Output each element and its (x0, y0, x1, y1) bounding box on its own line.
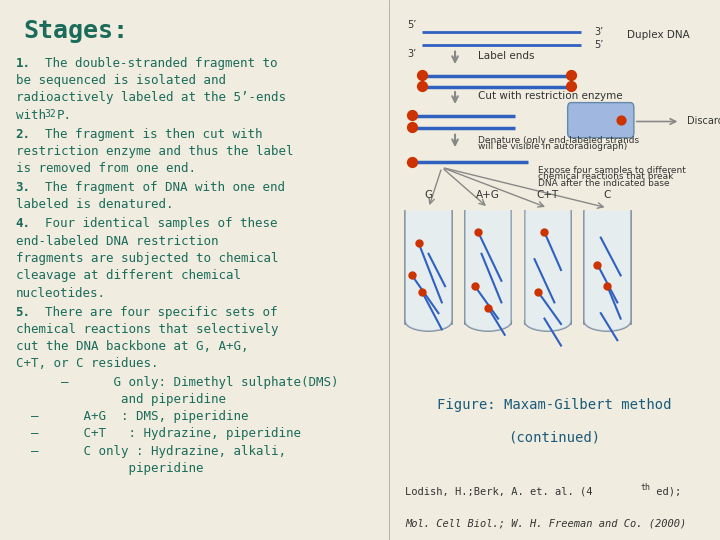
Text: P.: P. (56, 109, 71, 122)
Text: 5’: 5’ (408, 19, 417, 30)
Polygon shape (584, 211, 631, 331)
Text: C+T: C+T (536, 190, 559, 200)
Text: Label ends: Label ends (478, 51, 535, 60)
Text: ed);: ed); (650, 486, 682, 496)
Text: Lodish, H.;Berk, A. et. al. (4: Lodish, H.;Berk, A. et. al. (4 (405, 486, 593, 496)
Text: C+T, or C residues.: C+T, or C residues. (16, 357, 158, 370)
Text: Stages:: Stages: (23, 19, 128, 43)
Text: Discard: Discard (687, 117, 720, 126)
Point (592, 260, 603, 269)
Text: 1.: 1. (16, 57, 30, 70)
Point (482, 303, 494, 312)
Point (615, 116, 626, 125)
Text: The double-stranded fragment to: The double-stranded fragment to (45, 57, 277, 70)
Text: 3’: 3’ (408, 49, 417, 59)
Text: G: G (425, 190, 433, 200)
Text: –      C+T   : Hydrazine, piperidine: – C+T : Hydrazine, piperidine (16, 427, 300, 440)
Text: The fragment is then cut with: The fragment is then cut with (45, 127, 262, 140)
Text: fragments are subjected to chemical: fragments are subjected to chemical (16, 252, 278, 265)
Text: cut the DNA backbone at G, A+G,: cut the DNA backbone at G, A+G, (16, 340, 248, 353)
Text: cleavage at different chemical: cleavage at different chemical (16, 269, 240, 282)
Text: chemical reactions that break: chemical reactions that break (538, 172, 673, 181)
Text: DNA after the indicated base: DNA after the indicated base (538, 179, 670, 187)
Text: –      G only: Dimethyl sulphate(DMS): – G only: Dimethyl sulphate(DMS) (16, 375, 338, 388)
Point (406, 111, 418, 119)
Text: The fragment of DNA with one end: The fragment of DNA with one end (45, 181, 284, 194)
Text: –      A+G  : DMS, piperidine: – A+G : DMS, piperidine (16, 410, 248, 423)
Polygon shape (405, 211, 451, 331)
Text: end-labeled DNA restriction: end-labeled DNA restriction (16, 235, 218, 248)
Point (416, 82, 428, 91)
Text: radioactively labeled at the 5’-ends: radioactively labeled at the 5’-ends (16, 91, 286, 104)
Text: will be visible in autoradiograph): will be visible in autoradiograph) (478, 143, 627, 151)
Text: 32: 32 (45, 109, 56, 119)
Text: 4.: 4. (16, 218, 30, 231)
Text: (continued): (continued) (508, 430, 600, 444)
Point (532, 287, 544, 296)
Text: piperidine: piperidine (16, 462, 203, 475)
Text: and piperidine: and piperidine (16, 393, 225, 406)
Text: Figure: Maxam-Gilbert method: Figure: Maxam-Gilbert method (437, 398, 672, 412)
Point (416, 70, 428, 79)
Text: restriction enzyme and thus the label: restriction enzyme and thus the label (16, 145, 293, 158)
Polygon shape (465, 211, 511, 331)
Point (565, 70, 577, 79)
Text: 5’: 5’ (594, 40, 603, 50)
Text: be sequenced is isolated and: be sequenced is isolated and (16, 74, 225, 87)
Text: Expose four samples to different: Expose four samples to different (538, 166, 685, 174)
Text: labeled is denatured.: labeled is denatured. (16, 198, 173, 211)
Point (406, 123, 418, 131)
Point (406, 158, 418, 166)
Text: 2.: 2. (16, 127, 30, 140)
Text: 3’: 3’ (594, 28, 603, 37)
Text: C: C (603, 190, 611, 200)
Text: A+G: A+G (476, 190, 500, 200)
Point (539, 228, 550, 237)
Text: is removed from one end.: is removed from one end. (16, 162, 196, 175)
Text: chemical reactions that selectively: chemical reactions that selectively (16, 323, 278, 336)
Point (472, 228, 484, 237)
Point (565, 82, 577, 91)
Point (413, 239, 424, 247)
Text: 3.: 3. (16, 181, 30, 194)
FancyBboxPatch shape (567, 103, 634, 138)
Point (469, 282, 481, 291)
Text: There are four specific sets of: There are four specific sets of (45, 306, 277, 319)
Text: th: th (641, 483, 650, 492)
Text: 5.: 5. (16, 306, 30, 319)
Text: Duplex DNA: Duplex DNA (627, 30, 690, 40)
Text: Cut with restriction enzyme: Cut with restriction enzyme (478, 91, 623, 101)
Polygon shape (525, 211, 571, 331)
Point (416, 287, 428, 296)
Point (602, 282, 613, 291)
Text: Four identical samples of these: Four identical samples of these (45, 218, 277, 231)
Point (406, 271, 418, 280)
Text: Mol. Cell Biol.; W. H. Freeman and Co. (2000): Mol. Cell Biol.; W. H. Freeman and Co. (… (405, 518, 687, 529)
Text: Denature (only end-labeled strands: Denature (only end-labeled strands (478, 136, 639, 145)
Text: –      C only : Hydrazine, alkali,: – C only : Hydrazine, alkali, (16, 444, 286, 457)
Text: nucleotides.: nucleotides. (16, 287, 106, 300)
Text: with: with (16, 109, 53, 122)
